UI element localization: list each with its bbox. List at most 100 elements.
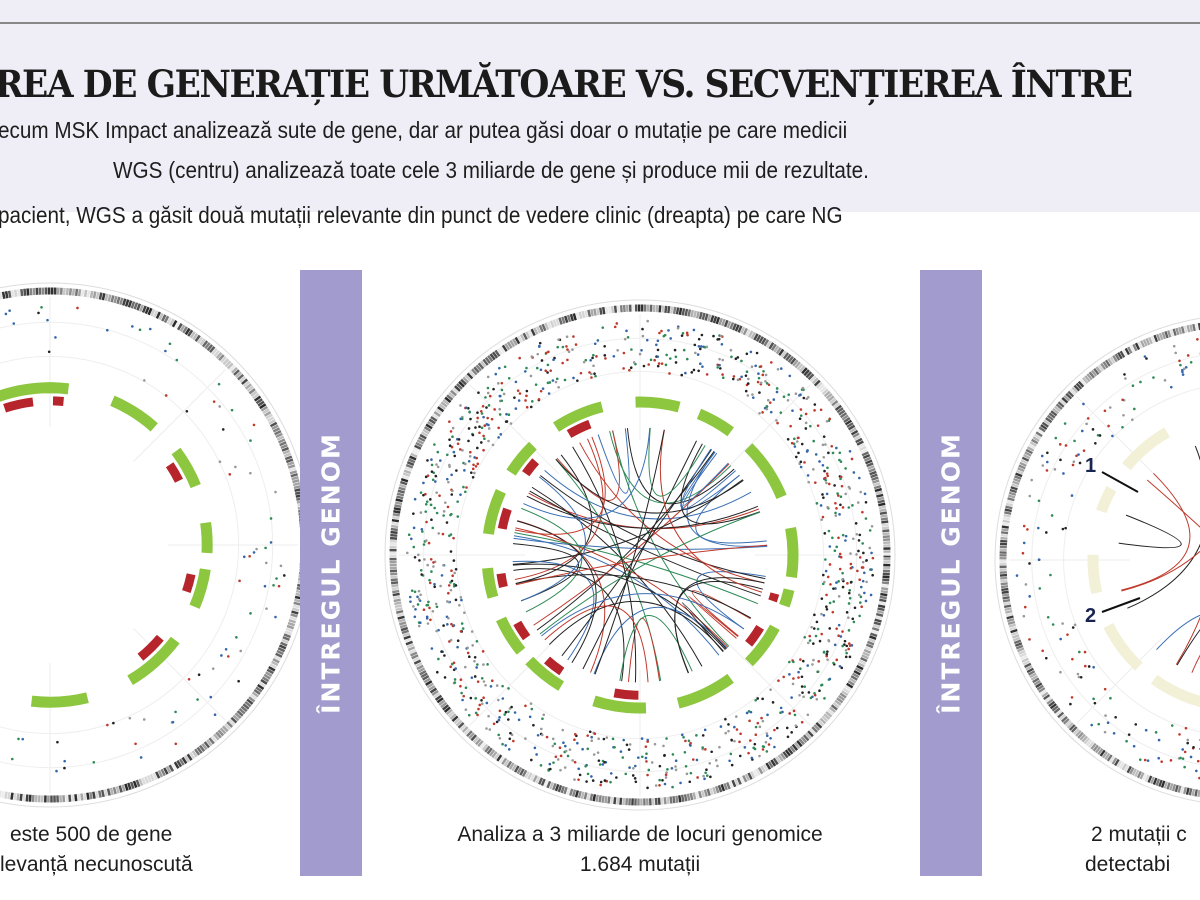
mutation-dot (753, 742, 757, 746)
ideogram-band (155, 771, 161, 779)
mutation-dot (764, 380, 767, 383)
ideogram-band (1016, 647, 1025, 653)
ideogram-band (269, 421, 278, 428)
mutation-dot (765, 750, 769, 753)
ideogram-band (257, 683, 265, 690)
ideogram-band (718, 317, 723, 326)
ideogram-band (695, 791, 700, 799)
ideogram-band (294, 595, 303, 600)
mutation-dot (577, 767, 580, 771)
ideogram-band (1064, 720, 1072, 727)
ideogram-band (163, 315, 170, 323)
ideogram-band (825, 393, 833, 400)
ideogram-band (813, 724, 821, 731)
track-ring (455, 370, 825, 740)
mutation-dot (466, 651, 470, 655)
gene-arc (744, 624, 780, 667)
mutation-dot (764, 373, 768, 377)
mutation-dot (487, 423, 490, 427)
ideogram-band (169, 318, 175, 326)
mutation-dot (864, 599, 868, 603)
mutation-dot (799, 658, 802, 661)
mutation-dot (488, 728, 492, 731)
mutation-dot (803, 685, 807, 688)
ideogram-band (443, 706, 451, 713)
mutation-dot (853, 606, 857, 610)
mutation-dot (487, 439, 490, 443)
mutation-dot (1028, 494, 1032, 498)
mutation-dot (756, 697, 759, 700)
chord (531, 486, 703, 667)
mutation-dot (765, 407, 769, 411)
ideogram-band (874, 487, 883, 493)
ideogram-band (725, 781, 731, 790)
ideogram-band (1124, 347, 1131, 356)
ideogram-band (1099, 749, 1106, 757)
ideogram-band (263, 673, 271, 680)
ideogram-band (836, 697, 844, 704)
mutation-dot (682, 348, 686, 352)
ideogram-band (426, 682, 434, 689)
ideogram-band (868, 638, 876, 643)
mutation-dot (848, 588, 852, 592)
mutation-dot (794, 724, 798, 727)
ideogram-band (407, 646, 416, 652)
ideogram-band (470, 734, 478, 742)
ideogram-band (827, 395, 835, 402)
marker-2: 2 (1085, 605, 1097, 627)
mutation-dot (459, 678, 463, 682)
ideogram-band (163, 767, 169, 775)
mutation-dot (589, 372, 593, 376)
mutation-dot (435, 463, 438, 466)
mutation-dot (820, 612, 823, 616)
mutation-dot (430, 570, 433, 573)
mutation-dot (674, 765, 677, 768)
mutation-dot (636, 756, 640, 759)
ideogram-band (1090, 742, 1097, 750)
ideogram-band (1171, 783, 1177, 792)
ideogram-band (1028, 443, 1036, 450)
mutation-dot (870, 568, 873, 571)
mutation-dot (605, 736, 609, 739)
mutation-dot (806, 474, 810, 477)
ideogram-band (581, 310, 586, 319)
ideogram-band (1175, 327, 1180, 336)
mutation-dot (185, 409, 189, 413)
mutation-dot (419, 491, 423, 494)
mutation-dot (676, 326, 680, 330)
mutation-dot (740, 359, 743, 363)
ideogram-band (466, 730, 473, 738)
outer-ring (994, 317, 1200, 803)
ideogram-band (807, 730, 814, 738)
mutation-dot (460, 691, 463, 695)
mutation-dot (826, 575, 830, 579)
ideogram-band (852, 672, 860, 679)
mutation-dot (649, 358, 653, 362)
mutation-dot (1181, 748, 1184, 751)
mutation-dot (477, 391, 480, 394)
mutation-dot (1077, 453, 1080, 456)
ideogram-band (868, 467, 876, 473)
mutation-dot (788, 660, 791, 664)
ideogram-band (425, 680, 433, 686)
mutation-dot (655, 343, 658, 347)
ideogram-band (734, 324, 740, 332)
ideogram-band (1148, 336, 1153, 345)
mutation-dot (447, 591, 450, 595)
mutation-dot (689, 741, 692, 745)
mutation-dot (845, 651, 848, 655)
mutation-dot (1046, 451, 1049, 455)
mutation-dot (619, 750, 623, 753)
mutation-dot (827, 451, 830, 455)
ideogram-band (1032, 677, 1040, 684)
mutation-dot (1082, 449, 1086, 452)
ideogram-band (276, 435, 285, 441)
mutation-dot (1186, 741, 1189, 745)
mutation-dot (647, 768, 651, 772)
mutation-dot (422, 608, 426, 612)
mutation-dot (1122, 413, 1125, 417)
mutation-dot (1121, 425, 1124, 429)
ideogram-band (817, 384, 825, 391)
mutation-dot (834, 501, 837, 505)
mutation-dot (1186, 738, 1190, 742)
